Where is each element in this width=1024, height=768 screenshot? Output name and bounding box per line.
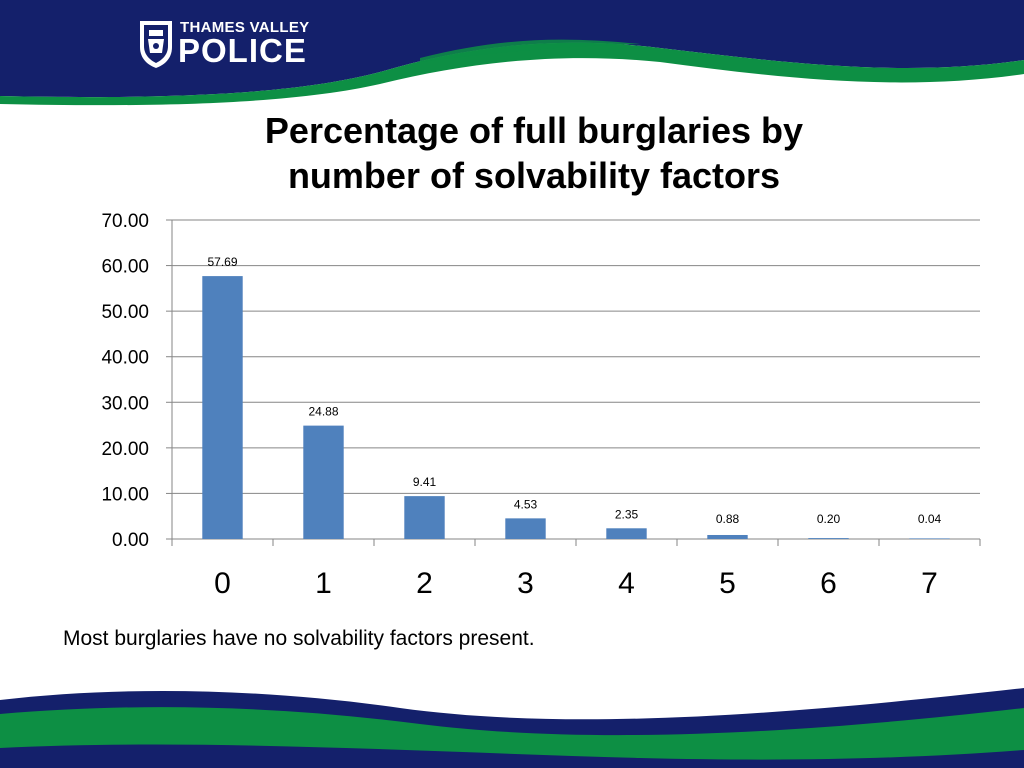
logo-line-1: THAMES VALLEY xyxy=(180,19,310,36)
y-tick-label: 50.00 xyxy=(101,302,149,323)
x-tick-label: 3 xyxy=(517,567,534,600)
data-labels: 57.69 24.88 9.41 4.53 2.35 0.88 0.20 0.04 xyxy=(207,255,941,526)
bar xyxy=(202,276,243,539)
x-tick-label: 4 xyxy=(618,567,635,600)
y-tick-label: 0.00 xyxy=(112,530,149,551)
bottom-banner xyxy=(0,688,1024,768)
data-label: 9.41 xyxy=(413,475,437,489)
y-tick-label: 60.00 xyxy=(101,257,149,278)
bar xyxy=(808,538,849,539)
caption-text: Most burglaries have no solvability fact… xyxy=(63,627,535,650)
data-label: 24.88 xyxy=(308,405,338,419)
data-label: 57.69 xyxy=(207,255,237,269)
logo-line-2: POLICE xyxy=(178,32,307,69)
x-tick-label: 0 xyxy=(214,567,231,600)
bar xyxy=(505,518,546,539)
bar xyxy=(909,538,950,539)
bar xyxy=(707,534,748,539)
x-tick-labels: 0 1 2 3 4 5 6 7 xyxy=(214,567,938,600)
data-label: 2.35 xyxy=(615,507,639,521)
data-label: 4.53 xyxy=(514,497,538,511)
y-tick-label: 20.00 xyxy=(101,439,149,460)
x-tick-label: 5 xyxy=(719,567,736,600)
x-tick-label: 1 xyxy=(315,567,332,600)
axes xyxy=(166,219,981,546)
bars xyxy=(202,276,950,539)
chart-title-line-1: Percentage of full burglaries by xyxy=(264,110,804,151)
thames-valley-police-logo: THAMES VALLEY POLICE xyxy=(138,17,338,73)
bar xyxy=(404,496,445,539)
x-tick-label: 7 xyxy=(921,567,938,600)
x-tick-label: 6 xyxy=(820,567,837,600)
chart-title: Percentage of full burglaries by number … xyxy=(234,108,834,198)
data-label: 0.20 xyxy=(817,512,841,526)
bar xyxy=(606,528,647,539)
grid-lines xyxy=(172,219,980,494)
top-banner xyxy=(0,0,1024,106)
y-tick-label: 30.00 xyxy=(101,393,149,414)
y-tick-label: 70.00 xyxy=(101,211,149,232)
x-tick-label: 2 xyxy=(416,567,433,600)
y-tick-labels: 0.00 10.00 20.00 30.00 40.00 50.00 60.00 70.00 xyxy=(101,211,149,551)
data-label: 0.04 xyxy=(918,512,942,526)
y-tick-label: 10.00 xyxy=(101,484,149,505)
data-label: 0.88 xyxy=(716,512,740,526)
police-crest-icon xyxy=(140,21,172,68)
bar xyxy=(303,425,344,539)
y-tick-label: 40.00 xyxy=(101,348,149,369)
chart-title-line-2: number of solvability factors xyxy=(287,155,781,196)
